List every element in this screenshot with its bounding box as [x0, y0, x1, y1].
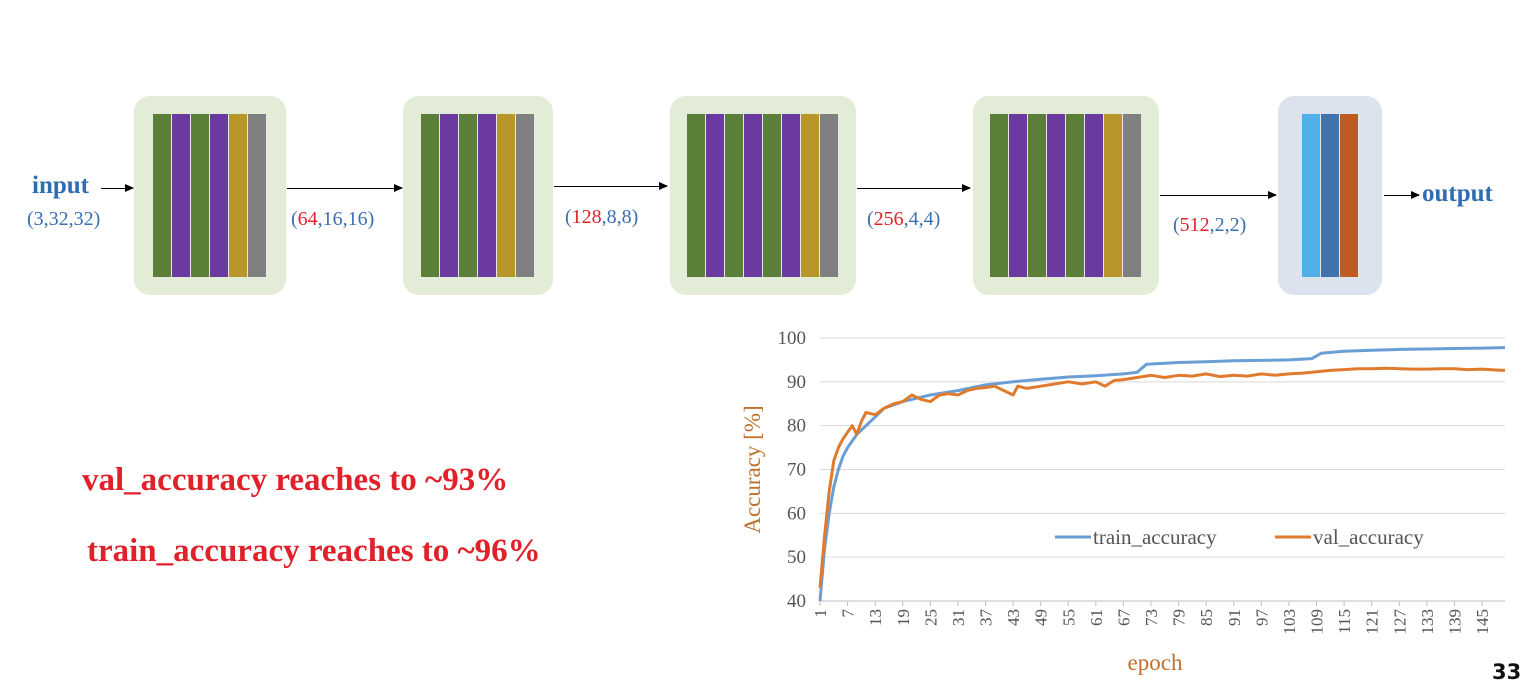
legend-label: val_accuracy [1313, 525, 1424, 549]
x-tick-label: 49 [1032, 609, 1051, 626]
x-tick-label: 43 [1004, 609, 1023, 626]
layer-strip-conv-green [725, 114, 744, 277]
arrow-1 [287, 184, 403, 192]
layer-strip-conv-green [763, 114, 782, 277]
x-tick-label: 1 [811, 609, 830, 618]
dims-block-1: (64,16,16) [291, 208, 375, 230]
x-tick-label: 85 [1197, 609, 1216, 626]
layer-strip-conv-green [153, 114, 172, 277]
x-tick-label: 67 [1114, 609, 1133, 627]
layer-strip-relu-purple [744, 114, 763, 277]
x-tick-label: 103 [1280, 609, 1299, 635]
input-label: input [32, 172, 89, 199]
x-tick-label: 139 [1445, 609, 1464, 635]
x-tick-label: 31 [949, 609, 968, 626]
val-accuracy-summary: val_accuracy reaches to ~93% [82, 462, 509, 498]
layer-stack [153, 114, 267, 277]
y-tick-label: 80 [787, 416, 806, 437]
x-tick-label: 109 [1308, 609, 1327, 635]
y-tick-label: 60 [787, 503, 806, 524]
x-tick-label: 37 [977, 609, 996, 627]
layer-strip-relu-purple [172, 114, 191, 277]
conv-block-1 [134, 96, 286, 295]
x-tick-label: 115 [1335, 609, 1354, 634]
layer-stack [990, 114, 1142, 277]
train-accuracy-summary: train_accuracy reaches to ~96% [87, 533, 541, 569]
layer-strip-pool-gold [497, 114, 516, 277]
layer-strip-relu-purple [1085, 114, 1104, 277]
output-arrow [1384, 191, 1420, 199]
arrow-3 [857, 184, 971, 192]
y-tick-label: 50 [787, 547, 806, 568]
y-tick-label: 90 [787, 372, 806, 393]
layer-stack [687, 114, 839, 277]
x-tick-label: 61 [1087, 609, 1106, 626]
layer-stack [421, 114, 535, 277]
layer-strip-dropout-gray [516, 114, 535, 277]
layer-strip-relu-purple [210, 114, 229, 277]
page-number: 33 [1492, 660, 1522, 684]
layer-strip-conv-green [990, 114, 1009, 277]
y-tick-label: 70 [787, 460, 806, 481]
layer-strip-relu-purple [782, 114, 801, 277]
layer-strip-relu-purple [706, 114, 725, 277]
layer-strip-fc-blue [1320, 114, 1340, 277]
layer-strip-relu-purple [1009, 114, 1028, 277]
layer-strip-relu-purple [1047, 114, 1066, 277]
layer-strip-conv-green [1028, 114, 1047, 277]
layer-strip-fc-light-blue [1301, 114, 1321, 277]
y-axis-title: Accuracy [%] [740, 405, 765, 533]
input-dims: (3,32,32) [27, 208, 101, 230]
x-tick-label: 145 [1473, 609, 1492, 635]
x-tick-label: 55 [1059, 609, 1078, 626]
layer-strip-relu-purple [440, 114, 459, 277]
series-line-train-accuracy [818, 346, 1506, 602]
layer-strip-conv-green [459, 114, 478, 277]
x-tick-label: 7 [839, 609, 858, 618]
layer-strip-dropout-gray [820, 114, 839, 277]
fc-block [1278, 96, 1382, 295]
x-tick-label: 19 [894, 609, 913, 626]
dims-block-4: (512,2,2) [1173, 214, 1247, 236]
layer-strip-pool-gold [1104, 114, 1123, 277]
arrow-2 [554, 182, 668, 190]
layer-strip-conv-green [687, 114, 706, 277]
layer-strip-relu-purple [478, 114, 497, 277]
y-tick-label: 100 [778, 328, 807, 349]
layer-strip-pool-gold [229, 114, 248, 277]
layer-strip-dropout-gray [248, 114, 267, 277]
x-tick-label: 97 [1252, 609, 1271, 627]
y-tick-label: 40 [787, 591, 806, 612]
output-label: output [1422, 180, 1493, 207]
layer-strip-dropout-gray [1123, 114, 1142, 277]
accuracy-chart: 40 50 60 70 80 90 100 1 7 13 19 25 31 37 43 49 55 61 67 73 7… [740, 328, 1506, 675]
x-tick-label: 133 [1418, 609, 1437, 635]
x-tick-label: 79 [1170, 609, 1189, 626]
layer-strip-pool-gold [801, 114, 820, 277]
x-tick-label: 13 [866, 609, 885, 626]
conv-block-3 [670, 96, 856, 295]
x-tick-label: 91 [1225, 609, 1244, 626]
conv-block-4 [973, 96, 1159, 295]
layer-strip-conv-green [1066, 114, 1085, 277]
series-line-val-accuracy [818, 366, 1506, 589]
x-tick-label: 127 [1390, 609, 1409, 635]
layer-strip-conv-green [421, 114, 440, 277]
arrow-4 [1160, 191, 1277, 199]
layer-strip-fc-orange [1339, 114, 1359, 277]
input-arrow [101, 184, 134, 192]
conv-block-2 [403, 96, 553, 295]
layer-stack [1301, 114, 1359, 277]
legend-label: train_accuracy [1093, 525, 1217, 549]
dims-block-2: (128,8,8) [565, 206, 639, 228]
x-tick-label: 73 [1142, 609, 1161, 626]
layer-strip-conv-green [191, 114, 210, 277]
x-axis-title: epoch [1128, 650, 1183, 675]
dims-block-3: (256,4,4) [867, 208, 941, 230]
x-tick-label: 121 [1363, 609, 1382, 635]
x-tick-label: 25 [921, 609, 940, 626]
